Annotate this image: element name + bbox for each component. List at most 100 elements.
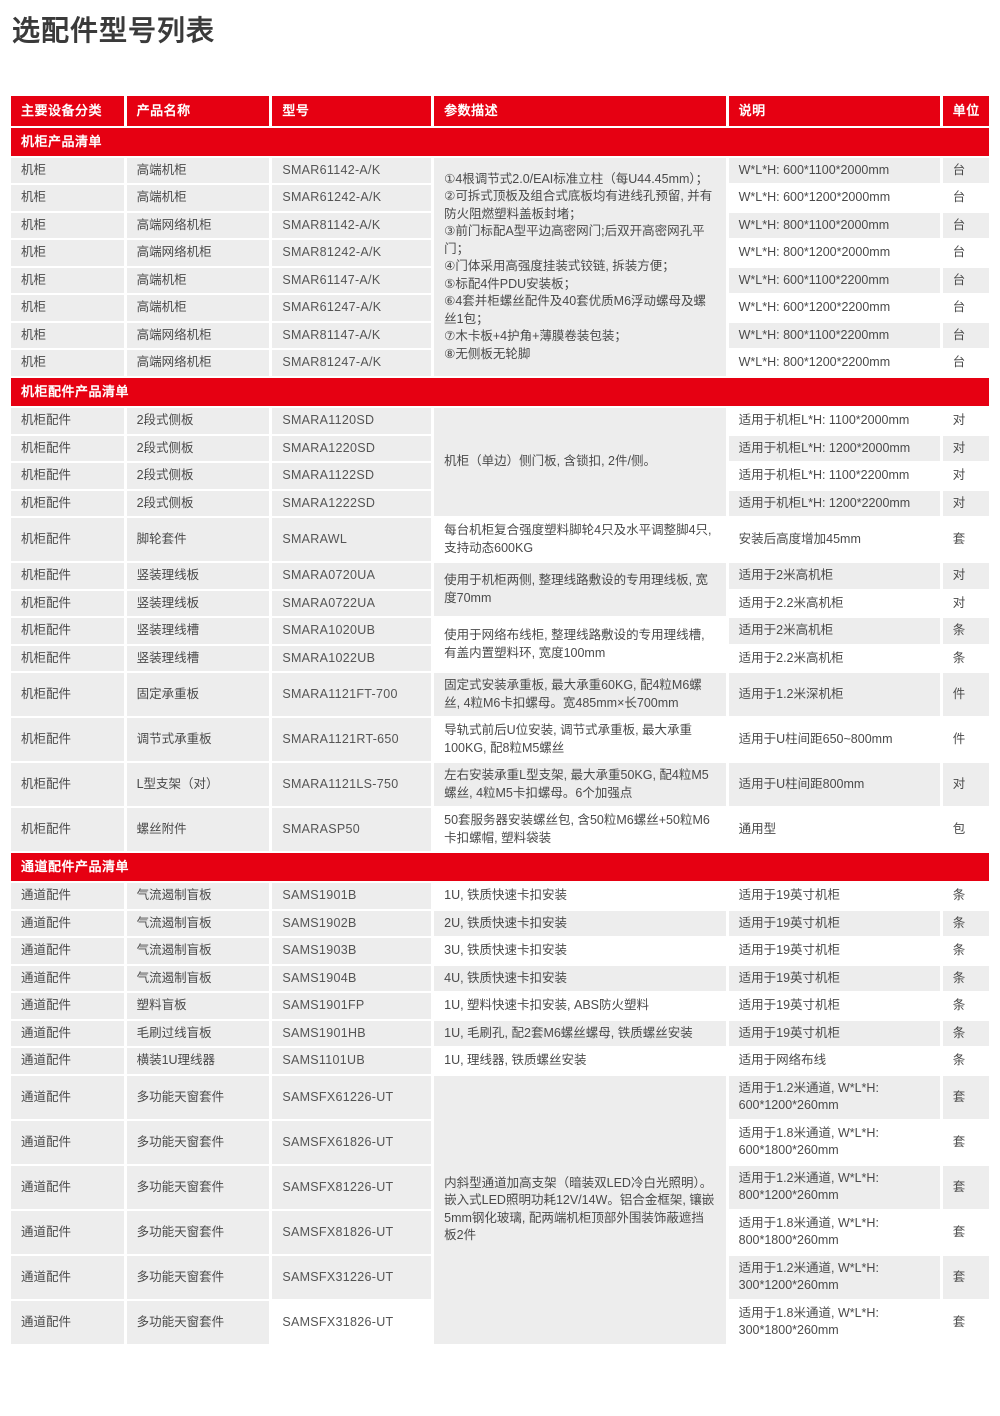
unit-cell: 台	[942, 240, 989, 266]
desc-cell: 安装后高度增加45mm	[728, 518, 940, 562]
product-name-cell: 高端网络机柜	[126, 212, 270, 239]
desc-cell: W*L*H: 800*1200*2000mm	[728, 240, 940, 266]
unit-cell: 条	[942, 645, 989, 672]
desc-cell: W*L*H: 800*1200*2200mm	[728, 350, 940, 376]
table-row: 通道配件 多功能天窗套件 SAMSFX61226-UT 内斜型通道加高支架（暗装双LE…	[11, 1075, 989, 1344]
model-cell: SMAR61247-A/K	[272, 295, 432, 321]
model-cell: SMARA1220SD	[272, 435, 432, 462]
param-line: ②可拆式顶板及组合式底板均有进线孔预留, 并有防火阻燃塑料盖板封堵；	[444, 189, 713, 221]
model-cell: SMAR81242-A/K	[272, 240, 432, 266]
category-cell: 通道配件	[11, 965, 124, 992]
unit-cell: 条	[942, 1048, 989, 1074]
category-cell: 机柜	[11, 240, 124, 266]
spec-table: 主要设备分类 产品名称 型号 参数描述 说明 单位 机柜产品清单 机柜 高端机柜 SM…	[8, 94, 992, 1346]
category-cell: 通道配件	[11, 1120, 124, 1164]
param-line: ③前门标配A型平边高密网门;后双开高密网孔平门；	[444, 224, 705, 256]
unit-cell: 套	[942, 1120, 989, 1164]
desc-cell: W*L*H: 600*1200*2200mm	[728, 295, 940, 321]
model-cell: SAMS1101UB	[272, 1048, 432, 1074]
product-name-cell: 毛刷过线盲板	[126, 1020, 270, 1047]
model-cell: SMARA1120SD	[272, 408, 432, 434]
desc-cell: 适用于机柜L*H: 1100*2200mm	[728, 463, 940, 489]
desc-cell: 适用于19英寸机柜	[728, 883, 940, 909]
product-name-cell: 多功能天窗套件	[126, 1255, 270, 1299]
table-row: 机柜 高端网络机柜 SMAR81242-A/K W*L*H: 800*1200*200…	[11, 240, 989, 266]
category-cell: 通道配件	[11, 910, 124, 937]
desc-cell: 适用于机柜L*H: 1100*2000mm	[728, 408, 940, 434]
unit-cell: 套	[942, 1210, 989, 1254]
desc-cell: W*L*H: 600*1200*2000mm	[728, 185, 940, 211]
product-name-cell: 多功能天窗套件	[126, 1210, 270, 1254]
category-cell: 机柜配件	[11, 408, 124, 434]
table-row: 机柜配件 竖装理线板 SMARA0722UA 适用于2.2米高机柜对	[11, 590, 989, 617]
model-cell: SMAR61142-A/K	[272, 157, 432, 184]
product-name-cell: 塑料盲板	[126, 993, 270, 1019]
param-cell: 1U, 理线器, 铁质螺丝安装	[434, 1048, 726, 1074]
product-name-cell: 2段式侧板	[126, 463, 270, 489]
category-cell: 机柜配件	[11, 618, 124, 644]
table-row: 通道配件 横装1U理线器 SAMS1101UB 1U, 理线器, 铁质螺丝安装 适用于网…	[11, 1048, 989, 1074]
unit-cell: 对	[942, 590, 989, 617]
table-row: 机柜 高端网络机柜 SMAR81247-A/K W*L*H: 800*1200*220…	[11, 350, 989, 376]
table-row: 机柜配件 2段式侧板 SMARA1122SD 适用于机柜L*H: 1100*2200m…	[11, 463, 989, 489]
param-cell: 使用于机柜两侧, 整理线路敷设的专用理线板, 宽度70mm	[434, 563, 726, 617]
table-row: 机柜 高端机柜 SMAR61147-A/K W*L*H: 600*1100*2200m…	[11, 267, 989, 294]
model-cell: SAMS1904B	[272, 965, 432, 992]
model-cell: SAMSFX81226-UT	[272, 1165, 432, 1209]
column-header-model: 型号	[272, 95, 432, 126]
unit-cell: 对	[942, 463, 989, 489]
param-cell: 1U, 毛刷孔, 配2套M6螺丝螺母, 铁质螺丝安装	[434, 1020, 726, 1047]
table-row: 通道配件 多功能天窗套件 SAMSFX81826-UT 适用于1.8米通道, W*L*…	[11, 1210, 989, 1254]
table-row: 通道配件 塑料盲板 SAMS1901FP 1U, 塑料快速卡扣安装, ABS防火塑料适…	[11, 993, 989, 1019]
product-name-cell: 横装1U理线器	[126, 1048, 270, 1074]
desc-cell: W*L*H: 600*1100*2000mm	[728, 157, 940, 184]
desc-cell: 适用于1.2米通道, W*L*H: 800*1200*260mm	[728, 1165, 940, 1209]
table-row: 通道配件 多功能天窗套件 SAMSFX31826-UT 适用于1.8米通道, W*L*…	[11, 1300, 989, 1344]
table-row: 机柜配件 调节式承重板 SMARA1121RT-650 导轨式前后U位安装, 调节式承…	[11, 718, 989, 762]
unit-cell: 套	[942, 1300, 989, 1344]
table-row: 机柜配件 2段式侧板 SMARA1222SD 适用于机柜L*H: 1200*2200m…	[11, 490, 989, 517]
model-cell: SMARA0722UA	[272, 590, 432, 617]
category-cell: 通道配件	[11, 1255, 124, 1299]
desc-cell: 适用于1.8米通道, W*L*H: 800*1800*260mm	[728, 1210, 940, 1254]
model-cell: SMARA1020UB	[272, 618, 432, 644]
unit-cell: 条	[942, 883, 989, 909]
table-row: 通道配件 气流遏制盲板 SAMS1901B 1U, 铁质快速卡扣安装 适用于19英寸机柜…	[11, 883, 989, 909]
unit-cell: 套	[942, 1075, 989, 1119]
table-row: 机柜配件 竖装理线槽 SMARA1022UB 适用于2.2米高机柜条	[11, 645, 989, 672]
table-row: 机柜配件 2段式侧板 SMARA1220SD 适用于机柜L*H: 1200*2000m…	[11, 435, 989, 462]
category-cell: 机柜	[11, 322, 124, 349]
table-row: 通道配件 多功能天窗套件 SAMSFX31226-UT 适用于1.2米通道, W*L*…	[11, 1255, 989, 1299]
model-cell: SAMS1901B	[272, 883, 432, 909]
product-name-cell: 竖装理线槽	[126, 645, 270, 672]
product-name-cell: 2段式侧板	[126, 435, 270, 462]
product-name-cell: 高端网络机柜	[126, 240, 270, 266]
product-name-cell: 高端机柜	[126, 157, 270, 184]
product-name-cell: 多功能天窗套件	[126, 1300, 270, 1344]
category-cell: 通道配件	[11, 1165, 124, 1209]
product-name-cell: 多功能天窗套件	[126, 1165, 270, 1209]
model-cell: SAMSFX31826-UT	[272, 1300, 432, 1344]
category-cell: 机柜	[11, 185, 124, 211]
product-name-cell: 气流遏制盲板	[126, 910, 270, 937]
product-name-cell: L型支架（对）	[126, 763, 270, 807]
section-row: 机柜产品清单	[11, 127, 989, 156]
desc-cell: 适用于2.2米高机柜	[728, 645, 940, 672]
desc-cell: 适用于19英寸机柜	[728, 910, 940, 937]
category-cell: 通道配件	[11, 938, 124, 964]
unit-cell: 台	[942, 185, 989, 211]
category-cell: 机柜	[11, 157, 124, 184]
table-row: 机柜配件 螺丝附件 SMARASP50 50套服务器安装螺丝包, 含50粒M6螺丝+5…	[11, 808, 989, 852]
desc-cell: 适用于19英寸机柜	[728, 965, 940, 992]
desc-cell: 适用于1.8米通道, W*L*H: 300*1800*260mm	[728, 1300, 940, 1344]
category-cell: 机柜	[11, 295, 124, 321]
table-row: 机柜 高端网络机柜 SMAR81147-A/K W*L*H: 800*1100*220…	[11, 322, 989, 349]
param-cell: 导轨式前后U位安装, 调节式承重板, 最大承重100KG, 配8粒M5螺丝	[434, 718, 726, 762]
desc-cell: 通用型	[728, 808, 940, 852]
section-header: 机柜配件产品清单	[11, 377, 989, 407]
table-row: 机柜 高端机柜 SMAR61242-A/K W*L*H: 600*1200*2000m…	[11, 185, 989, 211]
param-cell: 50套服务器安装螺丝包, 含50粒M6螺丝+50粒M6卡扣螺帽, 塑料袋装	[434, 808, 726, 852]
desc-cell: 适用于1.8米通道, W*L*H: 600*1800*260mm	[728, 1120, 940, 1164]
desc-cell: 适用于1.2米通道, W*L*H: 600*1200*260mm	[728, 1075, 940, 1119]
model-cell: SAMSFX61826-UT	[272, 1120, 432, 1164]
